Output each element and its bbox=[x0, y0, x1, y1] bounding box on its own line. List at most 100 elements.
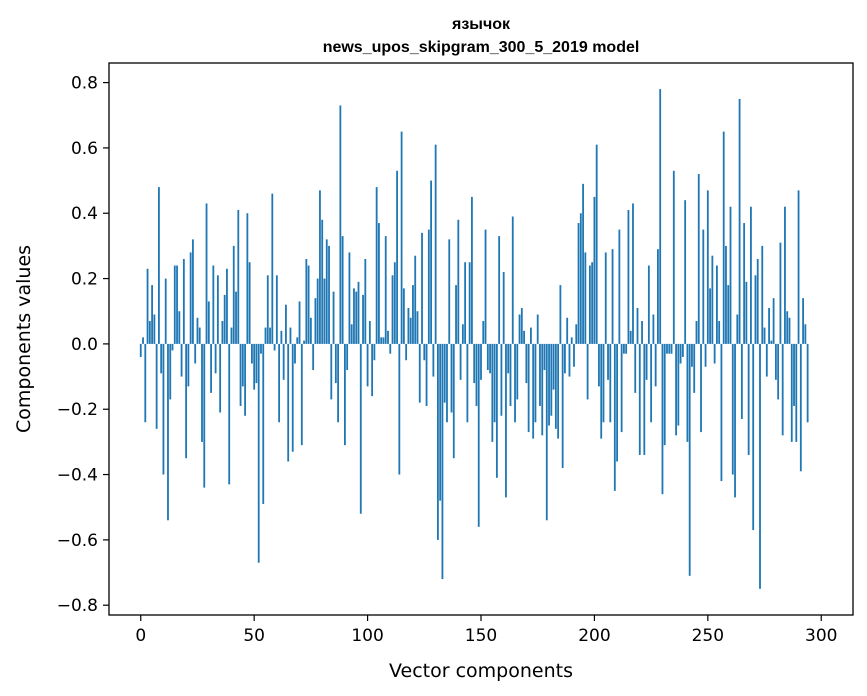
bar bbox=[750, 206, 752, 344]
bar bbox=[287, 343, 290, 462]
bar bbox=[355, 291, 358, 344]
bar bbox=[400, 131, 403, 344]
bar bbox=[777, 343, 780, 400]
y-tick-label: 0.2 bbox=[71, 270, 98, 290]
y-axis-ticks: −0.8 −0.6 −0.4 −0.2 0.0 0.2 0.4 0.6 0.8 bbox=[57, 74, 109, 616]
bar bbox=[378, 223, 380, 344]
bar bbox=[221, 321, 224, 344]
bar bbox=[314, 298, 317, 344]
bar bbox=[675, 343, 677, 436]
bar bbox=[216, 275, 219, 344]
bar bbox=[405, 343, 408, 361]
bar bbox=[684, 200, 687, 344]
bar bbox=[346, 343, 349, 371]
bar bbox=[298, 301, 301, 344]
bar bbox=[657, 249, 659, 344]
bar bbox=[584, 252, 587, 344]
bar bbox=[602, 343, 605, 423]
bar bbox=[160, 343, 163, 374]
bar bbox=[720, 343, 723, 482]
bar bbox=[543, 343, 546, 371]
bar bbox=[441, 343, 444, 580]
bar bbox=[278, 343, 281, 423]
bar bbox=[745, 281, 748, 344]
bar bbox=[389, 343, 392, 354]
y-tick-label: −0.8 bbox=[57, 596, 98, 616]
bar bbox=[475, 343, 478, 406]
bar bbox=[271, 193, 274, 344]
bar bbox=[734, 343, 736, 498]
bar bbox=[686, 343, 689, 442]
bar bbox=[736, 314, 739, 344]
bar bbox=[185, 343, 188, 459]
bar bbox=[493, 343, 496, 423]
y-tick-label: 0.4 bbox=[71, 204, 98, 224]
bar bbox=[334, 343, 337, 384]
bar bbox=[282, 343, 285, 380]
bar bbox=[164, 278, 167, 344]
bar bbox=[641, 321, 643, 344]
bar bbox=[391, 275, 394, 344]
bar bbox=[650, 343, 653, 423]
x-tick-label: 100 bbox=[351, 626, 383, 646]
bar bbox=[523, 330, 525, 344]
bar bbox=[647, 265, 650, 344]
bar bbox=[375, 187, 378, 344]
bar bbox=[541, 343, 544, 436]
bar bbox=[296, 337, 299, 344]
plot-frame bbox=[108, 62, 854, 616]
bar bbox=[201, 343, 203, 442]
bar bbox=[235, 291, 237, 344]
x-tick-label: 150 bbox=[465, 626, 497, 646]
bar bbox=[275, 275, 278, 344]
bar bbox=[380, 337, 383, 344]
bar bbox=[804, 324, 807, 344]
bar bbox=[203, 343, 206, 488]
bar bbox=[790, 343, 793, 442]
bar bbox=[464, 262, 467, 344]
bar bbox=[588, 265, 591, 344]
bar bbox=[623, 343, 625, 354]
bar bbox=[305, 258, 308, 344]
bar bbox=[582, 183, 584, 344]
bar bbox=[158, 187, 160, 344]
bar bbox=[210, 343, 212, 393]
bar bbox=[654, 343, 657, 387]
bar bbox=[232, 245, 235, 344]
bar bbox=[187, 343, 190, 387]
bar bbox=[638, 343, 641, 455]
bar bbox=[489, 343, 491, 374]
bar bbox=[718, 321, 721, 344]
bar bbox=[239, 343, 242, 406]
bar bbox=[788, 317, 791, 344]
bar bbox=[486, 343, 489, 371]
bar bbox=[439, 343, 442, 501]
bar bbox=[359, 343, 362, 514]
bar bbox=[611, 249, 614, 344]
bar bbox=[291, 343, 294, 452]
bar bbox=[139, 343, 142, 357]
bar bbox=[722, 131, 725, 344]
bar bbox=[300, 343, 303, 446]
bar bbox=[409, 317, 412, 344]
bar bbox=[711, 255, 714, 344]
bar bbox=[214, 343, 217, 374]
bar bbox=[450, 343, 453, 413]
bar bbox=[266, 275, 269, 344]
bar bbox=[552, 343, 555, 390]
bar bbox=[146, 268, 149, 344]
bar bbox=[729, 206, 732, 344]
bar bbox=[425, 343, 428, 406]
bar bbox=[697, 174, 700, 344]
bar bbox=[178, 311, 181, 344]
bar bbox=[534, 343, 537, 423]
bar bbox=[548, 343, 550, 426]
bar bbox=[294, 343, 296, 364]
bar bbox=[339, 105, 342, 344]
bar bbox=[763, 327, 766, 344]
bar bbox=[643, 343, 646, 455]
bar bbox=[332, 291, 335, 344]
x-tick-label: 300 bbox=[805, 626, 837, 646]
bar bbox=[591, 262, 594, 344]
bar bbox=[607, 343, 609, 380]
